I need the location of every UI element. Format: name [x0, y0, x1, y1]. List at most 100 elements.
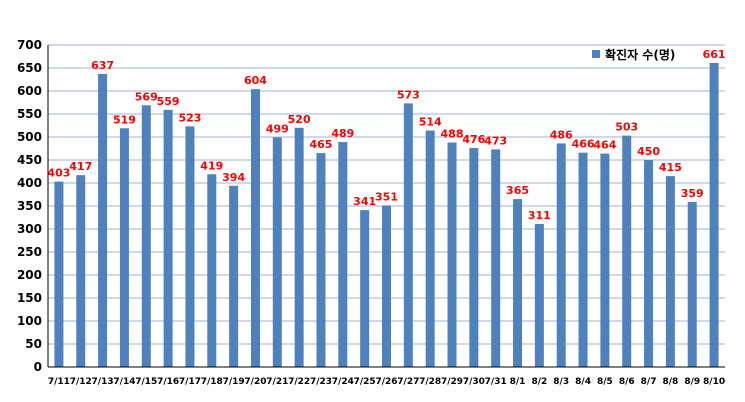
data-label: 569	[135, 90, 158, 103]
bar	[338, 142, 348, 367]
bar	[250, 89, 260, 367]
bar	[294, 127, 304, 367]
x-tick-label: 8/8	[662, 377, 678, 387]
x-tick-label: 7/19	[223, 377, 245, 387]
y-tick-label: 200	[17, 268, 42, 282]
x-tick-label: 7/29	[441, 377, 463, 387]
data-label: 464	[593, 139, 616, 152]
data-label: 466	[572, 138, 595, 151]
x-tick-label: 8/1	[510, 377, 526, 387]
data-label: 519	[113, 113, 136, 126]
y-tick-label: 150	[17, 291, 42, 305]
x-tick-label: 7/23	[310, 377, 332, 387]
data-label: 637	[91, 59, 114, 72]
x-tick-label: 7/18	[201, 377, 223, 387]
x-tick-label: 7/20	[244, 377, 266, 387]
data-label: 604	[244, 74, 267, 87]
data-label: 465	[309, 138, 332, 151]
data-label: 520	[288, 113, 311, 126]
x-tick-label: 7/24	[332, 377, 354, 387]
data-label: 503	[615, 121, 638, 134]
y-tick-label: 650	[17, 61, 42, 75]
bar	[76, 175, 86, 367]
x-tick-label: 8/6	[619, 377, 635, 387]
bar	[119, 128, 129, 367]
bar	[185, 126, 195, 367]
bar	[141, 105, 151, 367]
x-tick-label: 7/22	[288, 377, 310, 387]
bar	[360, 210, 370, 367]
x-tick-label: 7/31	[485, 377, 507, 387]
legend-label: 확진자 수(명)	[605, 47, 675, 62]
x-tick-label: 7/14	[113, 377, 135, 387]
bar	[98, 73, 108, 367]
bar	[229, 185, 239, 367]
x-tick-label: 8/5	[597, 377, 613, 387]
data-label: 473	[484, 134, 507, 147]
data-label: 419	[200, 159, 223, 172]
y-tick-label: 50	[25, 337, 42, 351]
x-tick-label: 7/17	[179, 377, 201, 387]
bar	[600, 153, 610, 367]
data-label: 559	[157, 95, 180, 108]
x-axis-ticks: 7/11 7/12 7/13 7/14 7/15 7/16 7/17 7/18 7/19 7/20…	[48, 377, 725, 387]
bar	[709, 62, 719, 367]
legend: 확진자 수(명)	[592, 47, 675, 62]
x-tick-label: 7/26	[375, 377, 397, 387]
data-label: 523	[178, 111, 201, 124]
data-label: 489	[331, 127, 354, 140]
bar	[513, 199, 523, 367]
x-tick-label: 8/9	[684, 377, 700, 387]
data-label: 359	[681, 187, 704, 200]
data-label: 488	[441, 128, 464, 141]
x-tick-label: 8/4	[575, 377, 591, 387]
bar	[578, 152, 588, 367]
bar	[644, 160, 654, 367]
x-tick-label: 8/2	[531, 377, 547, 387]
bar	[556, 143, 566, 367]
data-label: 351	[375, 191, 398, 204]
y-tick-label: 100	[17, 314, 42, 328]
x-tick-label: 7/13	[92, 377, 114, 387]
data-label: 365	[506, 184, 529, 197]
y-tick-label: 700	[17, 38, 42, 52]
data-label: 661	[703, 48, 726, 61]
x-tick-label: 7/12	[70, 377, 92, 387]
x-tick-label: 7/16	[157, 377, 179, 387]
bar	[207, 174, 217, 367]
data-label: 394	[222, 171, 245, 184]
x-tick-label: 7/28	[419, 377, 441, 387]
bar	[163, 109, 173, 368]
x-tick-label: 8/3	[553, 377, 569, 387]
data-label: 403	[47, 167, 70, 180]
legend-swatch	[592, 50, 600, 58]
bar	[316, 153, 326, 367]
y-tick-label: 300	[17, 222, 42, 236]
y-axis-ticks: 0 50 100 150 200 250 300 350 400 450 500 550 600 650 7…	[17, 38, 42, 374]
bars	[54, 62, 719, 368]
x-tick-label: 7/15	[135, 377, 157, 387]
data-label: 450	[637, 145, 660, 158]
y-tick-label: 250	[17, 245, 42, 259]
y-tick-label: 400	[17, 176, 42, 190]
data-label: 486	[550, 128, 573, 141]
data-label: 573	[397, 88, 420, 101]
data-labels: 4034176375195695595234193946044995204654…	[47, 48, 725, 222]
bar	[54, 181, 64, 367]
data-label: 499	[266, 122, 289, 135]
data-label: 476	[462, 133, 485, 146]
data-label: 341	[353, 195, 376, 208]
x-tick-label: 8/7	[641, 377, 657, 387]
x-tick-label: 7/11	[48, 377, 70, 387]
bar	[425, 130, 435, 367]
data-label: 415	[659, 161, 682, 174]
bar	[491, 149, 501, 367]
bar	[382, 205, 391, 367]
y-tick-label: 0	[34, 360, 42, 374]
y-tick-label: 450	[17, 153, 42, 167]
y-tick-label: 350	[17, 199, 42, 213]
bar	[447, 142, 457, 367]
x-tick-label: 7/30	[463, 377, 485, 387]
bar	[687, 201, 697, 367]
